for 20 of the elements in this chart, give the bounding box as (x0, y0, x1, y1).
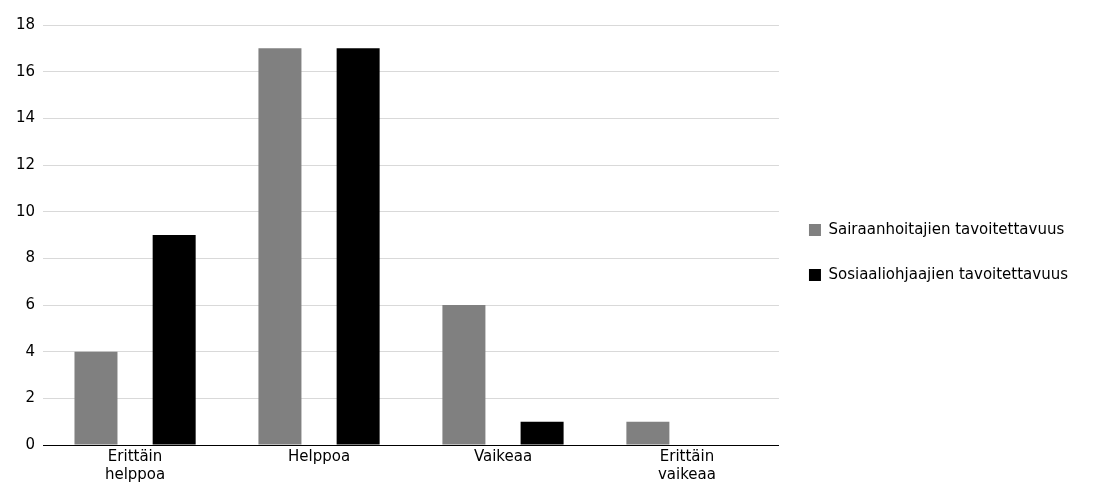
bar (74, 351, 118, 445)
x-tick-label: Vaikeaa (473, 446, 533, 465)
y-tick-label: 12 (15, 154, 36, 173)
legend-label: Sosiaaliohjaajien tavoitettavuus (828, 264, 1069, 283)
x-tick-label: Erittäin helppoa (104, 446, 166, 483)
x-tick-label: Erittäin vaikeaa (657, 446, 716, 483)
x-tick-label: Helppoa (287, 446, 351, 465)
y-tick-label: 18 (15, 14, 36, 33)
bar (258, 48, 302, 445)
legend-label: Sairaanhoitajien tavoitettavuus (828, 219, 1065, 238)
y-tick-label: 10 (15, 201, 36, 220)
y-tick-label: 6 (25, 294, 36, 313)
bar (626, 421, 670, 445)
y-tick-label: 8 (25, 248, 36, 267)
y-tick-label: 4 (25, 341, 36, 360)
y-tick-label: 14 (15, 108, 36, 127)
y-tick-label: 0 (25, 434, 36, 453)
y-tick-label: 2 (25, 388, 36, 407)
y-tick-label: 16 (15, 61, 36, 80)
bar (442, 305, 486, 445)
